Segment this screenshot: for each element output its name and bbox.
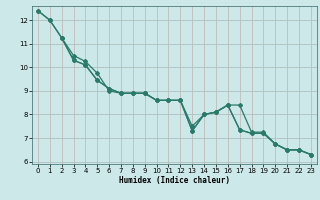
X-axis label: Humidex (Indice chaleur): Humidex (Indice chaleur): [119, 176, 230, 185]
